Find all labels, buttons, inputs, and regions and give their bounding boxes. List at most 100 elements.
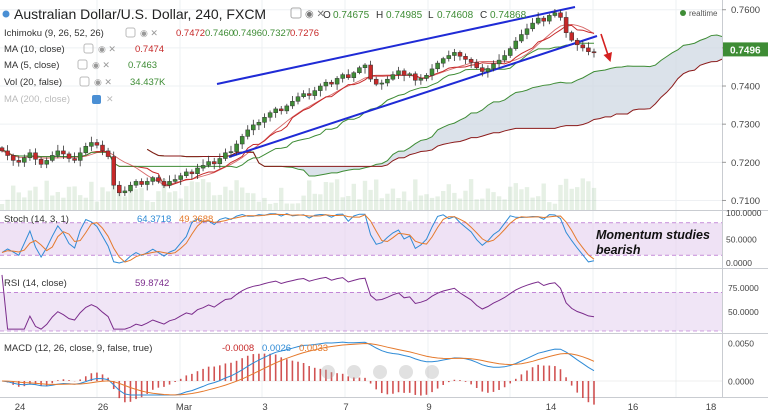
candle-body-95 bbox=[530, 22, 535, 30]
candle-body-44 bbox=[245, 129, 250, 137]
current-price-label: 0.7496 bbox=[730, 45, 761, 56]
ma200-label[interactable]: MA (200, close) bbox=[4, 94, 70, 105]
time-tick-3: 3 bbox=[262, 402, 267, 413]
fastforward-button[interactable] bbox=[425, 365, 439, 379]
macd-tick-1: 0.0000 bbox=[728, 377, 754, 387]
time-tick-0: 24 bbox=[15, 402, 26, 413]
volume-bar-93 bbox=[519, 189, 524, 210]
candle-93 bbox=[519, 29, 524, 44]
candle-100 bbox=[558, 10, 563, 21]
stoch-legend: Stoch (14, 3, 1) 64.3718 49.3688 bbox=[4, 214, 213, 225]
forward-button[interactable] bbox=[399, 365, 413, 379]
current-price-badge bbox=[723, 42, 768, 57]
ma10-settings-icon[interactable] bbox=[83, 43, 94, 54]
candle-81 bbox=[452, 48, 457, 62]
candle-102 bbox=[569, 30, 574, 42]
ma200-settings-icon[interactable] bbox=[92, 95, 101, 104]
vol-visibility-icon[interactable]: ◉ ✕ bbox=[94, 77, 112, 87]
settings-icon[interactable] bbox=[290, 7, 302, 19]
volume-bar-35 bbox=[195, 182, 200, 210]
reset-button[interactable] bbox=[373, 365, 387, 379]
time-tick-1: 26 bbox=[98, 402, 109, 413]
volume-bar-90 bbox=[502, 199, 507, 210]
volume-bar-33 bbox=[184, 186, 189, 210]
ohlc-h-label: H bbox=[376, 10, 383, 21]
stoch-label[interactable]: Stoch (14, 3, 1) bbox=[4, 214, 69, 225]
candle-body-53 bbox=[295, 96, 301, 102]
candle-99 bbox=[552, 9, 558, 18]
candle-body-83 bbox=[463, 56, 468, 60]
candle-body-9 bbox=[50, 155, 55, 161]
volume-bar-28 bbox=[156, 191, 161, 210]
candle-body-78 bbox=[435, 62, 440, 70]
candle-0 bbox=[0, 146, 5, 153]
ma10-value: 0.7474 bbox=[135, 44, 164, 55]
vol-label[interactable]: Vol (20, false) bbox=[4, 77, 62, 88]
volume-bar-10 bbox=[55, 192, 60, 210]
candle-body-41 bbox=[228, 151, 234, 153]
visibility-icon[interactable]: ◉ ✕ bbox=[305, 9, 325, 20]
ma5-label[interactable]: MA (5, close) bbox=[4, 60, 59, 71]
volume-bar-7 bbox=[38, 199, 44, 210]
back-button[interactable] bbox=[347, 365, 361, 379]
candle-body-1 bbox=[5, 150, 10, 156]
candle-25 bbox=[139, 178, 144, 188]
candle-body-0 bbox=[0, 147, 5, 152]
volume-bar-42 bbox=[234, 180, 239, 210]
volume-bar-54 bbox=[301, 195, 306, 210]
ma200-visibility-icon[interactable]: ✕ bbox=[106, 94, 114, 104]
arrow-head bbox=[603, 52, 612, 62]
macd-value-signal: 0.0033 bbox=[299, 343, 328, 354]
volume-bar-70 bbox=[390, 188, 396, 210]
ichimoku-settings-icon[interactable] bbox=[125, 27, 136, 38]
ohlc-o-value: 0.74675 bbox=[333, 10, 370, 21]
candle-64 bbox=[357, 65, 362, 75]
ma5-visibility-icon[interactable]: ◉ ✕ bbox=[92, 60, 110, 70]
macd-label[interactable]: MACD (12, 26, close, 9, false, true) bbox=[4, 343, 152, 354]
rewind-button[interactable] bbox=[321, 365, 335, 379]
realtime-dot-icon bbox=[680, 10, 686, 16]
candle-body-42 bbox=[234, 143, 239, 152]
candle-body-70 bbox=[390, 74, 396, 80]
candle-29 bbox=[161, 177, 167, 189]
rsi-label[interactable]: RSI (14, close) bbox=[4, 278, 67, 289]
volume-bar-39 bbox=[217, 194, 222, 210]
candle-103 bbox=[574, 37, 580, 51]
volume-bar-87 bbox=[485, 188, 491, 210]
candle-23 bbox=[128, 181, 133, 193]
candle-body-17 bbox=[94, 142, 100, 146]
vol-settings-icon[interactable] bbox=[79, 76, 90, 87]
ohlc-l-value: 0.74608 bbox=[437, 10, 474, 21]
candle-31 bbox=[172, 174, 178, 184]
price-tick-label-2: 0.7400 bbox=[731, 82, 760, 93]
volume-bar-80 bbox=[446, 184, 451, 210]
candle-32 bbox=[178, 172, 183, 185]
macd-pane bbox=[0, 341, 722, 405]
volume-bar-53 bbox=[295, 203, 301, 210]
volume-bar-60 bbox=[334, 179, 340, 210]
volume-bar-65 bbox=[362, 180, 368, 210]
stoch-k-value: 64.3718 bbox=[137, 214, 171, 225]
candle-body-5 bbox=[27, 152, 33, 159]
candle-50 bbox=[278, 105, 284, 115]
candle-body-62 bbox=[346, 74, 351, 78]
candle-82 bbox=[457, 50, 463, 61]
candle-78 bbox=[435, 60, 440, 73]
candle-63 bbox=[351, 71, 357, 82]
candle-92 bbox=[513, 37, 519, 51]
volume-bar-31 bbox=[172, 191, 178, 210]
candle-49 bbox=[273, 106, 278, 118]
signal-line bbox=[1, 342, 595, 396]
ichimoku-label[interactable]: Ichimoku (9, 26, 52, 26) bbox=[4, 28, 104, 39]
ma10-label[interactable]: MA (10, close) bbox=[4, 44, 65, 55]
ichimoku-visibility-icon[interactable]: ◉ ✕ bbox=[140, 28, 158, 38]
channel-lower bbox=[228, 35, 598, 158]
stoch-tick-0: 100.0000 bbox=[726, 208, 762, 218]
ma10-visibility-icon[interactable]: ◉ ✕ bbox=[98, 44, 116, 54]
rsi-tick-0: 75.0000 bbox=[728, 283, 759, 293]
ma5-settings-icon[interactable] bbox=[77, 59, 88, 70]
collapse-icon[interactable] bbox=[2, 10, 10, 18]
time-axis: 24 26 Mar 3 7 9 14 16 18 bbox=[15, 402, 717, 413]
volume-bar-14 bbox=[78, 195, 83, 210]
candle-body-58 bbox=[323, 81, 329, 87]
